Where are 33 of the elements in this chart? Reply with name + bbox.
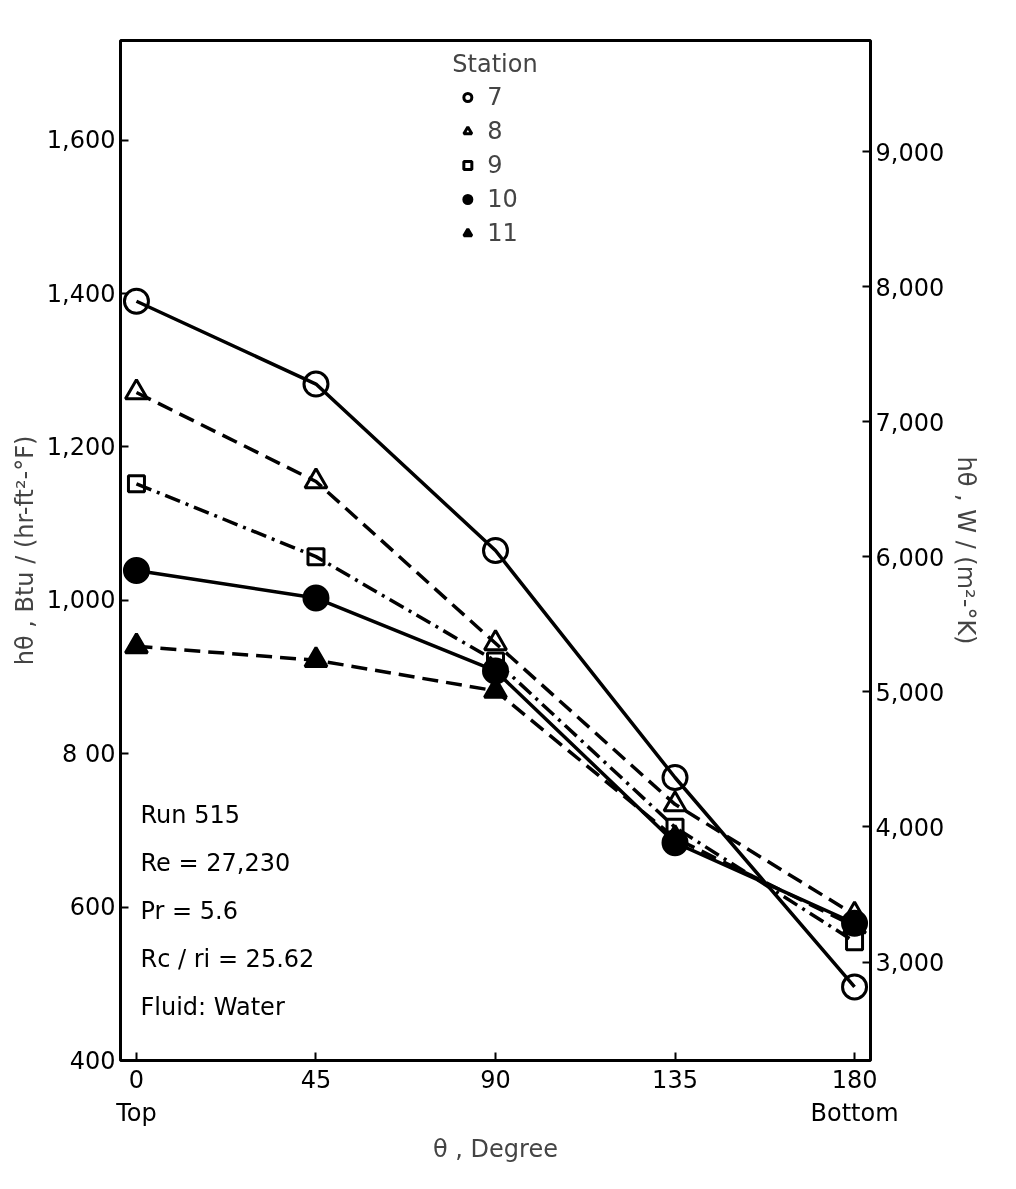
y2-tick-label: 9,000 bbox=[875, 138, 945, 167]
annotation: Fluid: Water bbox=[140, 992, 285, 1021]
legend-label: 7 bbox=[487, 83, 504, 111]
y2-tick-label: 7,000 bbox=[875, 408, 945, 437]
annotation: Rc / ri = 25.62 bbox=[140, 944, 315, 973]
legend-label: 9 bbox=[487, 151, 504, 179]
y-axis-title: hθ , Btu / (hr-ft²-°F) bbox=[10, 435, 39, 666]
annotation: Pr = 5.6 bbox=[140, 896, 238, 925]
y2-axis-title: hθ , W / (m²-°K) bbox=[952, 456, 981, 645]
y-tick-label: 600 bbox=[69, 893, 116, 922]
x-tick-label: 135 bbox=[652, 1065, 698, 1094]
legend-label: 8 bbox=[487, 117, 504, 145]
legend-label: 10 bbox=[487, 185, 518, 213]
y2-tick-label: 6,000 bbox=[875, 543, 945, 572]
x-tick-label: 180 Bottom bbox=[810, 1065, 899, 1128]
legend-label: 11 bbox=[487, 219, 518, 247]
annotation: Re = 27,230 bbox=[140, 848, 291, 877]
legend-title: Station bbox=[452, 50, 538, 78]
y2-tick-label: 4,000 bbox=[875, 813, 945, 842]
y-tick-label: 400 bbox=[69, 1046, 116, 1075]
annotation: Run 515 bbox=[140, 800, 240, 829]
x-tick-label: 90 bbox=[480, 1065, 511, 1094]
y-tick-label: 1,600 bbox=[46, 126, 116, 155]
y-tick-label: 1,400 bbox=[46, 279, 116, 308]
y2-tick-label: 3,000 bbox=[875, 949, 945, 978]
y-tick-label: 1,200 bbox=[46, 432, 116, 461]
x-axis-title: θ , Degree bbox=[433, 1135, 558, 1164]
y2-tick-label: 8,000 bbox=[875, 273, 945, 302]
y-tick-label: 8 00 bbox=[62, 739, 116, 768]
y2-tick-label: 5,000 bbox=[875, 678, 945, 707]
y-tick-label: 1,000 bbox=[46, 586, 116, 615]
x-tick-label: 45 bbox=[300, 1065, 332, 1094]
x-tick-label: 0 Top bbox=[115, 1065, 157, 1128]
